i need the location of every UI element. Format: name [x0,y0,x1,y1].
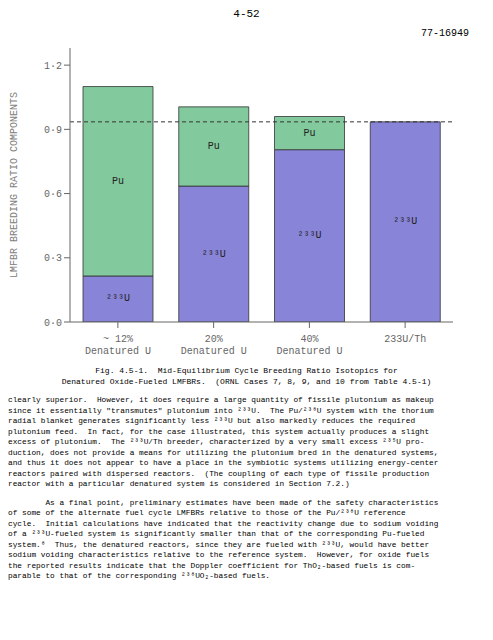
html-text:4-52: 4-52 [233,8,260,20]
html-text:plutonium feed. In fact, for t: plutonium feed. In fact, for the case il… [8,427,430,436]
svg-text:²³³U: ²³³U [393,216,417,227]
svg-text:²³³U: ²³³U [202,249,226,260]
html-text:reactor with a particular dena: reactor with a particular denatured syst… [8,480,350,488]
html-text:clearly superior. However, it: clearly superior. However, it does requi… [8,396,434,404]
html-text:cycle. Initial calculations ha: cycle. Initial calculations have indicat… [8,519,439,528]
html-text:and thus it does not appear to: and thus it does not appear to have a pl… [8,459,439,467]
html-text:duction, does not provide a me: duction, does not provide a means for ut… [8,448,439,457]
svg-text:~ 12%Denatured U: ~ 12%Denatured U [85,334,151,357]
svg-text:0·9: 0·9 [44,125,62,136]
html-text:As a final point, preliminary: As a final point, preliminary estimates … [8,498,439,507]
svg-text:Pu: Pu [112,176,124,187]
html-text:reactors paired with dispersed: reactors paired with dispersed reactors.… [8,469,430,478]
svg-text:1·2: 1·2 [44,61,62,72]
html-text:Fig. 4.5-1. Mid-Equilibrium Cy: Fig. 4.5-1. Mid-Equilibrium Cycle Breedi… [95,366,398,375]
html-text:parable to that of the corresp: parable to that of the corresponding ²³⁸… [8,572,270,580]
svg-text:Pu: Pu [208,141,220,152]
svg-text:Pu: Pu [303,128,315,139]
svg-text:²³³U: ²³³U [106,293,130,304]
html-text:system.⁸ Thus, the denatured r: system.⁸ Thus, the denatured reactors, s… [8,540,430,549]
svg-text:LMFBR BREEDING RATIO COMPONENT: LMFBR BREEDING RATIO COMPONENTS [9,92,20,278]
html-text:sodium voiding characteristics: sodium voiding characteristics relative … [8,551,430,559]
svg-text:0·0: 0·0 [44,318,62,329]
svg-text:0·3: 0·3 [44,253,62,264]
svg-text:0·6: 0·6 [44,189,62,200]
svg-text:233U/Th: 233U/Th [384,334,426,345]
html-text:Denatured Oxide-Fueled LMFBRs.: Denatured Oxide-Fueled LMFBRs. (ORNL Cas… [61,376,432,386]
html-text:since it essentially "transmut: since it essentially "transmutes" pluton… [8,406,434,415]
svg-text:²³³U: ²³³U [297,230,321,241]
html-text:the reported results indicate: the reported results indicate that the D… [8,561,416,570]
html-text:77-16949: 77-16949 [421,28,469,39]
html-text:of a ²³³U-fueled system is sig: of a ²³³U-fueled system is significantly… [8,530,425,538]
svg-text:20%Denatured U: 20%Denatured U [181,334,247,357]
html-text:excess of plutonium. The ²³³U/: excess of plutonium. The ²³³U/Th breeder… [8,438,425,446]
svg-text:40%Denatured U: 40%Denatured U [276,334,342,357]
html-text:of some of the alternate fuel: of some of the alternate fuel cycle LMFB… [8,509,406,517]
html-text:radial blanket generates signi: radial blanket generates significantly l… [8,417,416,425]
